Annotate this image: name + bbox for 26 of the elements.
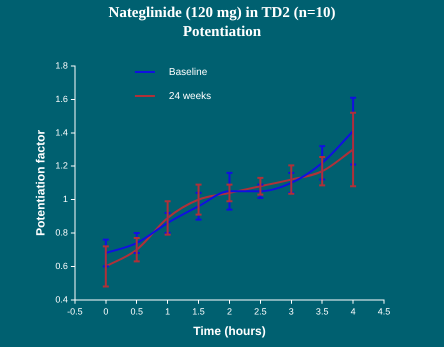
x-tick-label: 1.5 <box>192 306 205 317</box>
chart-title: Nateglinide (120 mg) in TD2 (n=10) <box>107 4 337 23</box>
y-axis-title: Potentiation factor <box>34 130 48 236</box>
y-tick-label: 0.6 <box>55 260 68 271</box>
legend-label: 24 weeks <box>168 90 212 102</box>
y-tick-label: 1.8 <box>55 60 68 70</box>
y-tick-label: 0.8 <box>55 227 68 238</box>
legend-label: Baseline <box>168 66 208 78</box>
x-tick-label: 2 <box>226 306 232 317</box>
chart-subtitle: Potentiation <box>182 23 262 42</box>
x-tick-label: 0.5 <box>130 306 143 317</box>
line-series <box>104 130 354 254</box>
y-tick-label: 1.2 <box>55 160 68 171</box>
x-tick-label: 1 <box>165 306 170 317</box>
y-tick-label: 1.6 <box>55 94 68 104</box>
x-tick-label: 4.5 <box>378 306 390 317</box>
y-tick-label: 0.4 <box>55 294 68 304</box>
y-tick-label: 1 <box>62 194 68 204</box>
x-tick-label: -0.5 <box>67 306 83 317</box>
x-tick-label: 3 <box>288 306 294 317</box>
x-tick-label: 2.5 <box>254 306 267 317</box>
y-tick-label: 1.4 <box>55 127 68 138</box>
x-tick-label: 0 <box>103 306 108 317</box>
x-axis-title: Time (hours) <box>193 324 266 338</box>
x-tick-label: 3.5 <box>316 306 328 317</box>
x-tick-label: 4 <box>350 306 356 317</box>
